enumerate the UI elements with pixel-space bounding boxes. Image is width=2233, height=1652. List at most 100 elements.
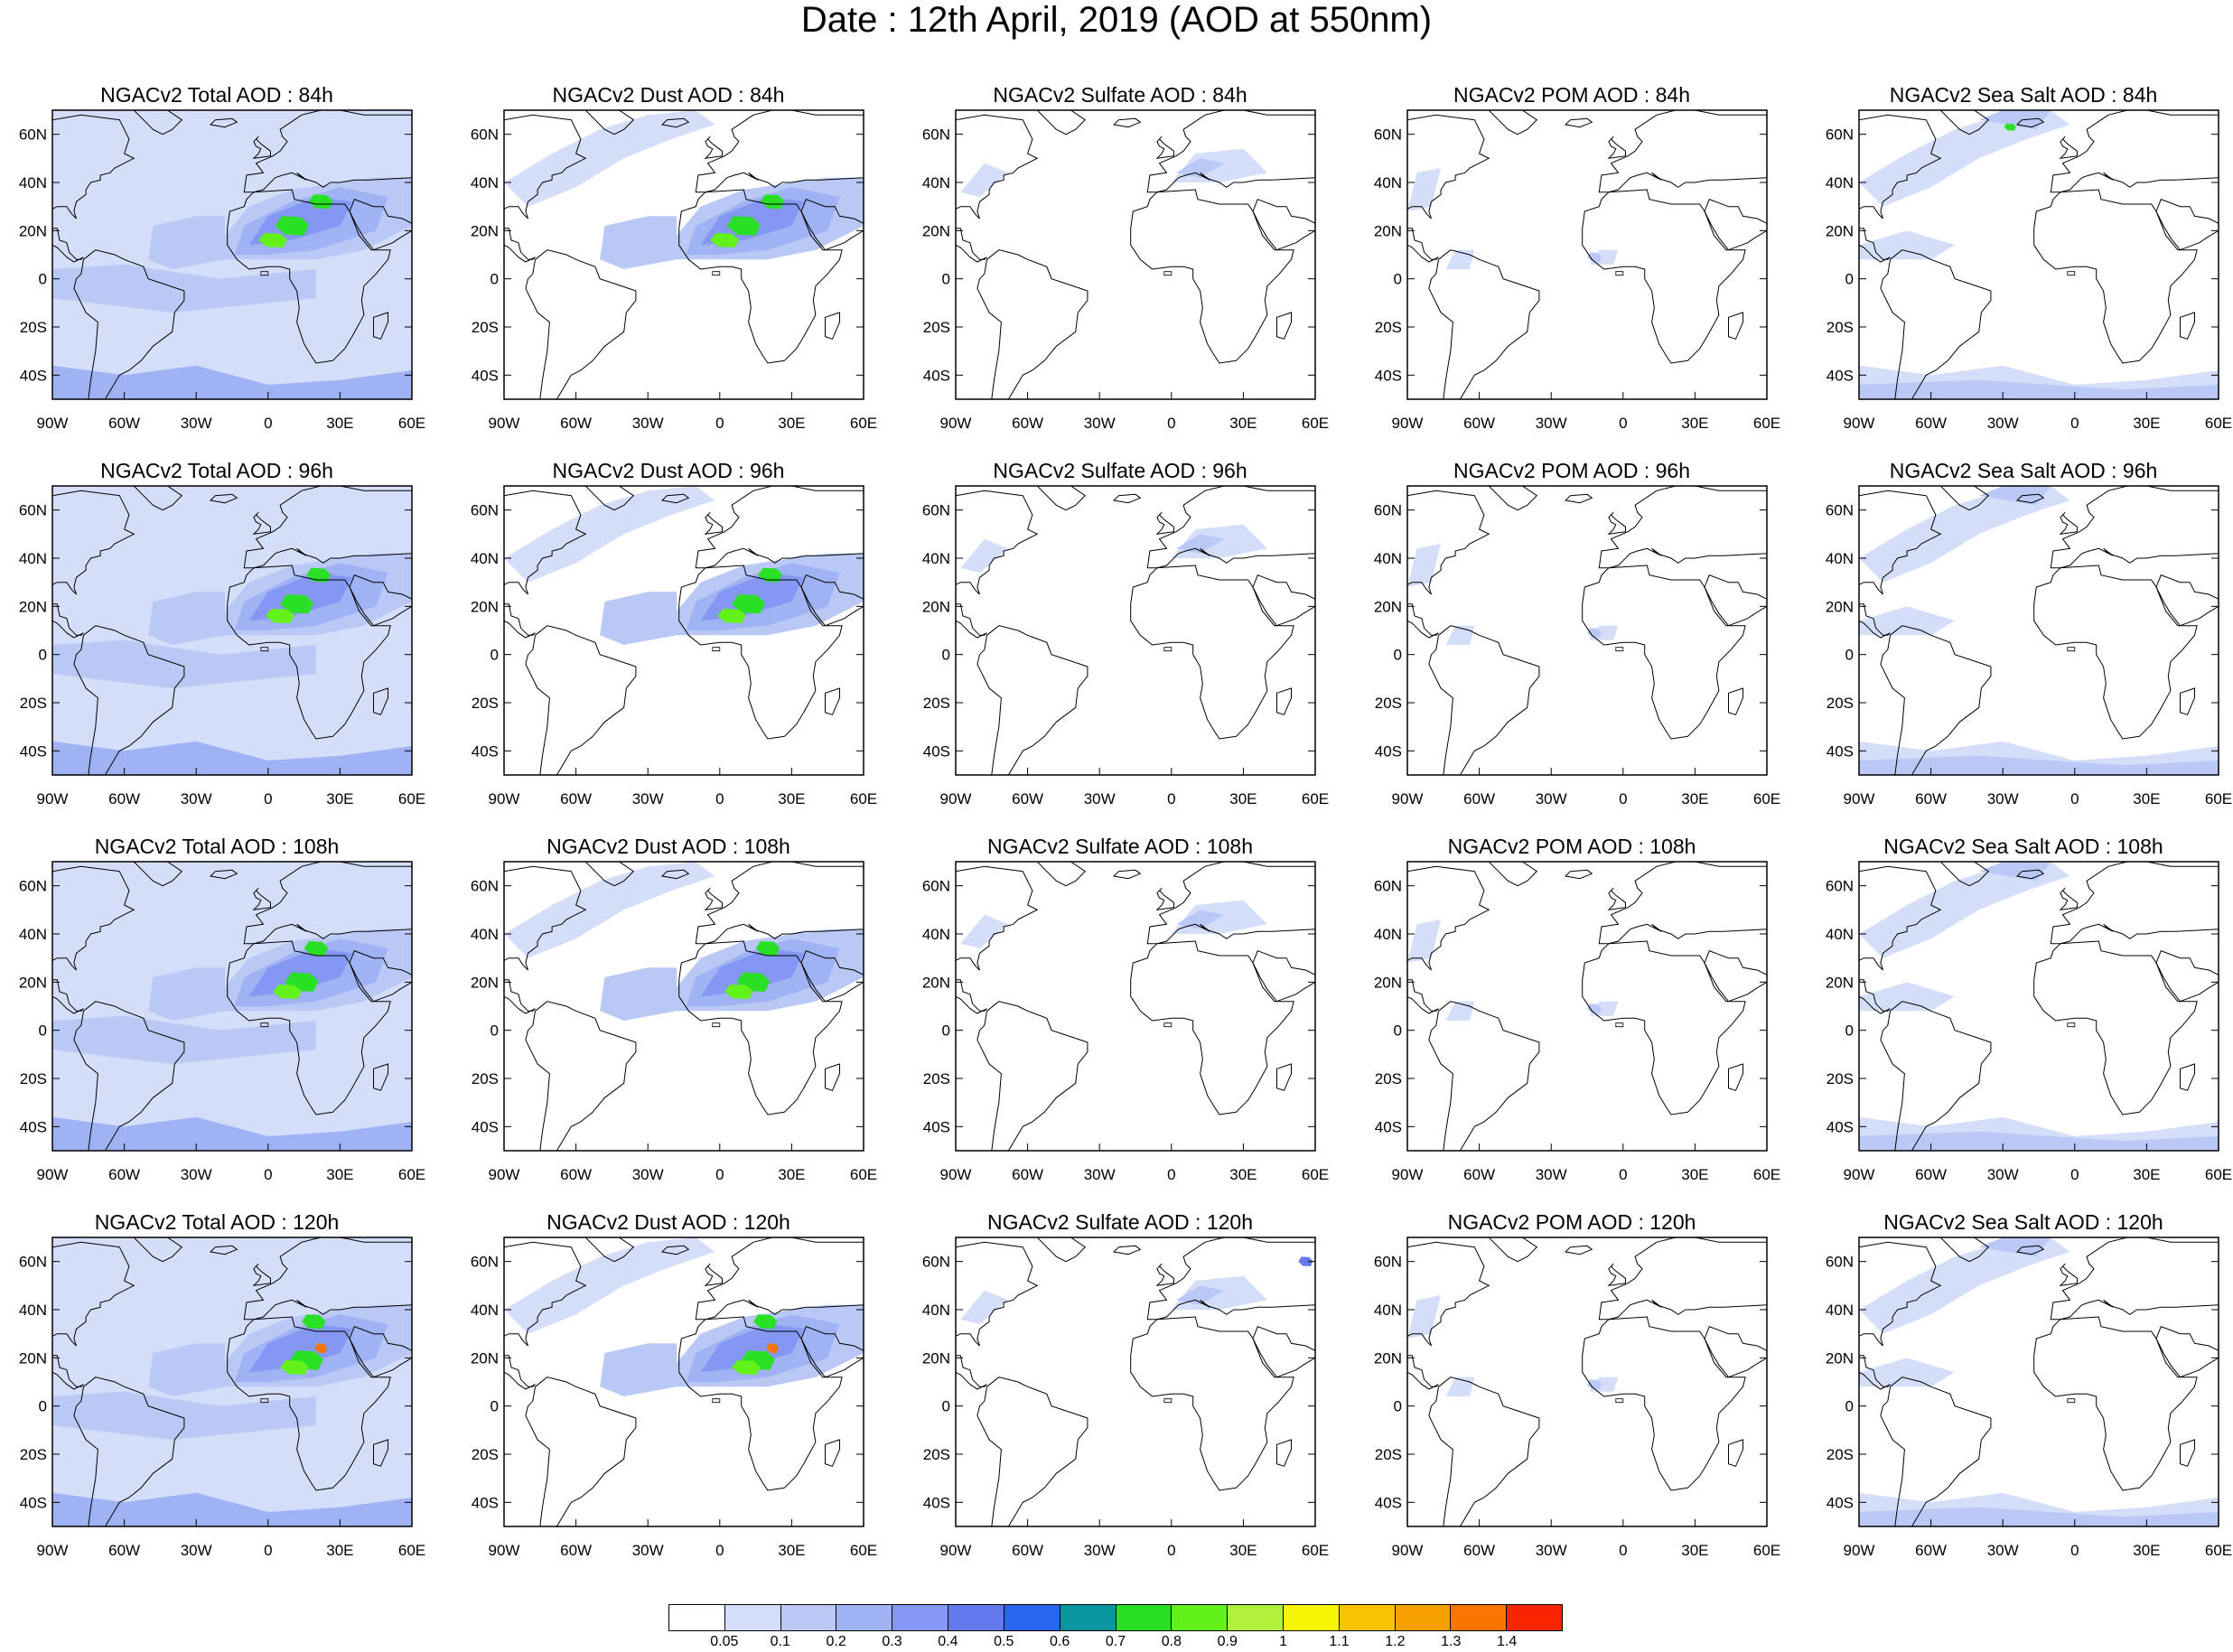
- map-frame: [51, 1237, 413, 1527]
- lon-tick-label: 60E: [1753, 1166, 1780, 1183]
- coastline-namerica: [504, 114, 587, 219]
- coastline-samerica: [52, 625, 185, 775]
- map-panel: NGACv2 POM AOD : 120h 60N 40N 20N 0 20S 40S 90W…: [1355, 1209, 1789, 1581]
- lat-tick-label: 20N: [19, 974, 47, 991]
- panel-title: NGACv2 Total AOD : 84h: [100, 83, 333, 107]
- coastline-europe: [695, 486, 864, 569]
- panel-title: NGACv2 Sulfate AOD : 120h: [986, 1210, 1254, 1234]
- panel-title: NGACv2 Sulfate AOD : 108h: [986, 835, 1254, 858]
- colorbar-box: [669, 1605, 725, 1630]
- map-frame: [51, 109, 413, 400]
- lat-tick-label: 40S: [1375, 742, 1402, 760]
- coastline-greenland: [584, 110, 635, 135]
- lon-tick-label: 60E: [850, 1542, 877, 1559]
- aod-contour-region: [1978, 110, 2051, 130]
- lon-tick-label: 90W: [489, 1166, 520, 1183]
- coastline-europe: [2050, 862, 2219, 945]
- aod-field: [1407, 862, 1767, 1151]
- panel-title: NGACv2 POM AOD : 108h: [1447, 835, 1696, 858]
- coastline-madagascar: [825, 687, 840, 715]
- colorbar-box: [1060, 1605, 1116, 1630]
- coastline-iceland: [661, 869, 690, 880]
- coastline-britain: [252, 511, 271, 536]
- lat-tick-label: 40N: [19, 1302, 47, 1319]
- coastline-camerica: [52, 1355, 84, 1390]
- coastline-madagascar: [1276, 312, 1292, 340]
- coastline-camerica: [956, 1355, 987, 1390]
- coastline-europe: [243, 862, 412, 945]
- coastline-namerica: [1859, 114, 1942, 219]
- aod-contour-region: [600, 1343, 677, 1396]
- map-panel: NGACv2 Total AOD : 84h 60N 40N 20N 0 20S 40S 90…: [0, 81, 434, 453]
- coastline-arabia: [1704, 199, 1767, 251]
- aod-contour-region: [1176, 158, 1225, 178]
- colorbar-box: [1116, 1605, 1173, 1630]
- coastline-arabia: [800, 199, 864, 251]
- coastline-camerica: [1407, 1355, 1439, 1390]
- lon-tick-label: 60W: [560, 415, 592, 432]
- map-frame: [1406, 861, 1768, 1152]
- coastline-iceland: [1113, 1245, 1142, 1255]
- lat-tick-label: 40N: [922, 174, 950, 191]
- coastline-arabia: [1252, 574, 1315, 627]
- lon-tick-label: 30E: [778, 790, 805, 807]
- lon-tick-label: 30W: [1536, 1166, 1567, 1183]
- aod-contour-region: [1859, 1237, 2070, 1334]
- aod-contour-region: [52, 1492, 412, 1526]
- coastline-britain: [1155, 511, 1174, 536]
- coastline-europe: [1598, 1237, 1767, 1321]
- aod-field: [1859, 486, 2219, 775]
- coastline-europe: [2050, 1237, 2219, 1321]
- lon-tick-label: 0: [264, 790, 272, 807]
- lat-tick-label: 40N: [1374, 926, 1402, 943]
- map-panel: NGACv2 Dust AOD : 96h 60N 40N 20N 0 20S 40S 90W…: [452, 457, 885, 829]
- map-panel: NGACv2 Total AOD : 108h 60N 40N 20N 0 20S 40S 9…: [0, 833, 434, 1205]
- coastline-greenland: [584, 1237, 635, 1263]
- panel-title: NGACv2 POM AOD : 96h: [1453, 459, 1691, 482]
- aod-contour-region: [52, 110, 264, 207]
- coastline-arabia: [2155, 199, 2219, 251]
- aod-map: 60N 40N 20N 0 20S 40S 90W 60W 30W 0 30E 60E: [922, 485, 1329, 807]
- coastline-namerica: [956, 1241, 1039, 1347]
- lat-tick-label: 20N: [471, 1349, 499, 1367]
- panel-title: NGACv2 POM AOD : 120h: [1447, 1210, 1696, 1234]
- coastline-camerica: [52, 979, 84, 1014]
- coastline-britain: [2059, 135, 2078, 160]
- aod-map: 60N 40N 20N 0 20S 40S 90W 60W 30W 0 30E 60E: [1374, 1237, 1780, 1559]
- aod-contour-region: [1587, 1379, 1602, 1389]
- lat-tick-label: 60N: [922, 1254, 950, 1271]
- aod-contour-region: [766, 1343, 779, 1353]
- lat-tick-label: 40N: [1374, 550, 1402, 567]
- lat-tick-label: 40S: [20, 1494, 47, 1511]
- panel-title: NGACv2 Total AOD : 96h: [100, 459, 333, 482]
- coastline-greenland: [1488, 1237, 1538, 1263]
- lat-tick-label: 20S: [472, 319, 499, 336]
- lat-tick-label: 20S: [472, 1070, 499, 1087]
- lon-tick-label: 60W: [560, 1542, 592, 1559]
- coastline-madagascar: [1276, 1439, 1292, 1467]
- coastline-arabia: [800, 950, 864, 1003]
- lon-tick-label: 30E: [1229, 1166, 1257, 1183]
- lat-tick-label: 60N: [1826, 502, 1854, 519]
- coastline-iceland: [2016, 1245, 2045, 1255]
- lat-tick-label: 20S: [923, 1070, 950, 1087]
- map-panel: NGACv2 Total AOD : 120h 60N 40N 20N 0 20S 40S 9…: [0, 1209, 434, 1581]
- lon-tick-label: 90W: [37, 415, 69, 432]
- coastline-britain: [2059, 1263, 2078, 1287]
- coastline-greenland: [1488, 862, 1538, 887]
- aod-contour-region: [266, 609, 294, 623]
- coastline-africa: [2033, 565, 2198, 740]
- lake-outline: [1163, 1022, 1173, 1028]
- map-panel: NGACv2 Dust AOD : 120h 60N 40N 20N 0 20S 40S 90…: [452, 1209, 885, 1581]
- lat-tick-label: 20N: [19, 1349, 47, 1367]
- map-frame: [503, 109, 864, 400]
- coastline-camerica: [956, 228, 987, 263]
- coastline-britain: [252, 1263, 271, 1287]
- panel-title: NGACv2 Total AOD : 108h: [94, 835, 340, 858]
- coastline-iceland: [210, 117, 238, 128]
- lat-tick-label: 40S: [1827, 742, 1854, 760]
- lat-tick-label: 20N: [1826, 974, 1854, 991]
- colorbar-label: 0.7: [1105, 1634, 1126, 1649]
- panel-title: NGACv2 Sea Salt AOD : 120h: [1883, 1210, 2163, 1234]
- lat-tick-label: 20S: [472, 695, 499, 712]
